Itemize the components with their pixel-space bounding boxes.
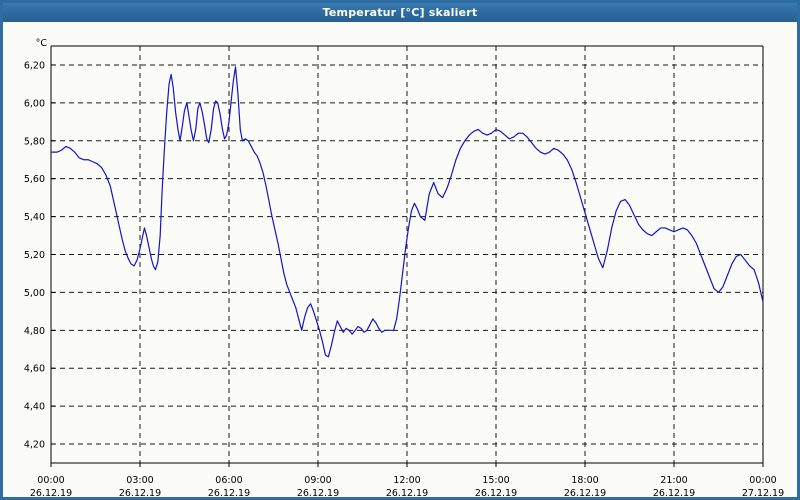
x-axis-date-label: 26.12.19 — [475, 488, 517, 497]
y-axis-tick-label: 5,20 — [24, 250, 45, 261]
y-axis-tick-label: 4,80 — [24, 326, 45, 337]
y-axis-tick-label: 6,00 — [24, 98, 45, 109]
y-axis-tick-label: 4,60 — [24, 364, 45, 375]
x-axis-date-label: 26.12.19 — [208, 488, 250, 497]
x-axis-time-label: 00:00 — [749, 475, 776, 486]
x-axis-date-label: 26.12.19 — [386, 488, 428, 497]
page-title: Temperatur [°C] skaliert — [322, 6, 478, 19]
x-axis-date-label: 27.12.19 — [742, 488, 784, 497]
x-axis-time-label: 18:00 — [571, 475, 598, 486]
y-axis-tick-label: 4,40 — [24, 402, 45, 413]
x-axis-time-label: 15:00 — [482, 475, 509, 486]
temperature-line-chart: 6,20 6,00 5,80 5,60 5,40 5,20 5,00 4,80 4,60 4,40… — [24, 38, 784, 497]
y-axis-tick-label: 6,20 — [24, 60, 45, 71]
x-axis-date-label: 26.12.19 — [297, 488, 339, 497]
x-axis-date-label: 26.12.19 — [30, 488, 72, 497]
chart-canvas: 6,20 6,00 5,80 5,60 5,40 5,20 5,00 4,80 4,60 4,40… — [3, 22, 797, 497]
window-title-bar: Temperatur [°C] skaliert — [3, 3, 797, 22]
y-axis-tick-labels: 6,20 6,00 5,80 5,60 5,40 5,20 5,00 4,80 4,60 4,40… — [24, 60, 45, 450]
axis-frame — [50, 45, 764, 467]
y-axis-tick-label: 5,40 — [24, 212, 45, 223]
grid-lines — [51, 46, 763, 463]
x-axis-time-label: 06:00 — [215, 475, 242, 486]
temperature-series-line — [50, 66, 764, 358]
y-axis-tick-label: 5,00 — [24, 288, 45, 299]
x-axis-tick-labels: 00:00 26.12.19 03:00 26.12.19 06:00 26.12.19 0… — [30, 475, 784, 497]
x-axis-date-label: 26.12.19 — [564, 488, 606, 497]
x-axis-time-label: 09:00 — [304, 475, 331, 486]
x-axis-date-label: 26.12.19 — [653, 488, 695, 497]
x-axis-time-label: 03:00 — [126, 475, 153, 486]
x-axis-time-label: 00:00 — [37, 475, 64, 486]
y-axis-tick-label: 5,80 — [24, 136, 45, 147]
y-axis-tick-label: 5,60 — [24, 174, 45, 185]
x-axis-time-label: 21:00 — [660, 475, 687, 486]
x-axis-date-label: 26.12.19 — [119, 488, 161, 497]
y-axis-unit-label: °C — [36, 38, 48, 49]
y-axis-tick-label: 4,20 — [24, 440, 45, 451]
x-axis-time-label: 12:00 — [393, 475, 420, 486]
